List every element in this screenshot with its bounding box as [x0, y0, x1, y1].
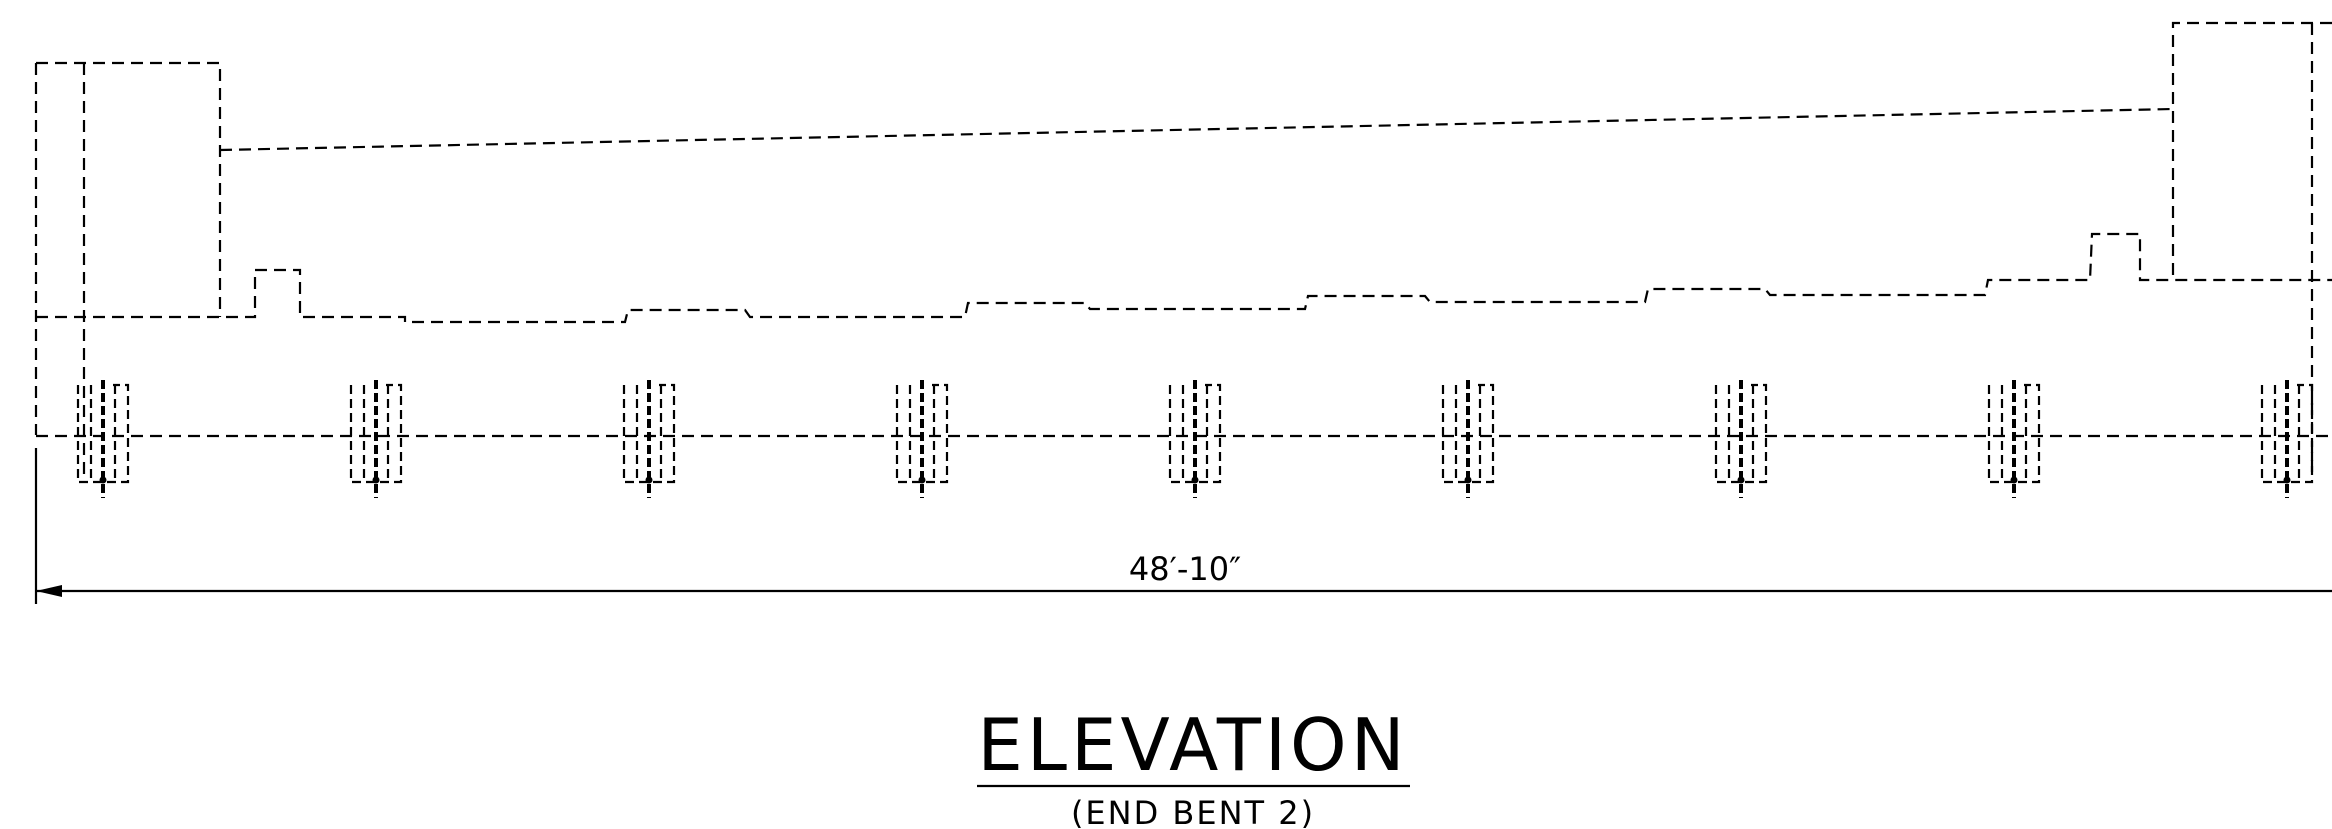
pile: [2260, 380, 2314, 498]
pile: [76, 380, 130, 498]
drawing-subtitle: (END BENT 2): [1071, 794, 1315, 829]
title-block: ELEVATION (END BENT 2): [977, 703, 1410, 829]
pile-group: [76, 380, 2314, 498]
pile: [1441, 380, 1495, 498]
pile: [349, 380, 403, 498]
right-end-wall: [2171, 21, 2332, 475]
pile: [1987, 380, 2041, 498]
pile: [622, 380, 676, 498]
overall-dimension: 48′-10″: [34, 448, 2332, 604]
stepped-bearing-line: [36, 232, 2332, 324]
left-end-wall: [34, 61, 222, 475]
pile: [895, 380, 949, 498]
drawing-title: ELEVATION: [977, 703, 1408, 787]
pile: [1168, 380, 1222, 498]
pile: [1714, 380, 1768, 498]
cap-top-line: [219, 107, 2174, 152]
dimension-label: 48′-10″: [1129, 550, 1241, 588]
